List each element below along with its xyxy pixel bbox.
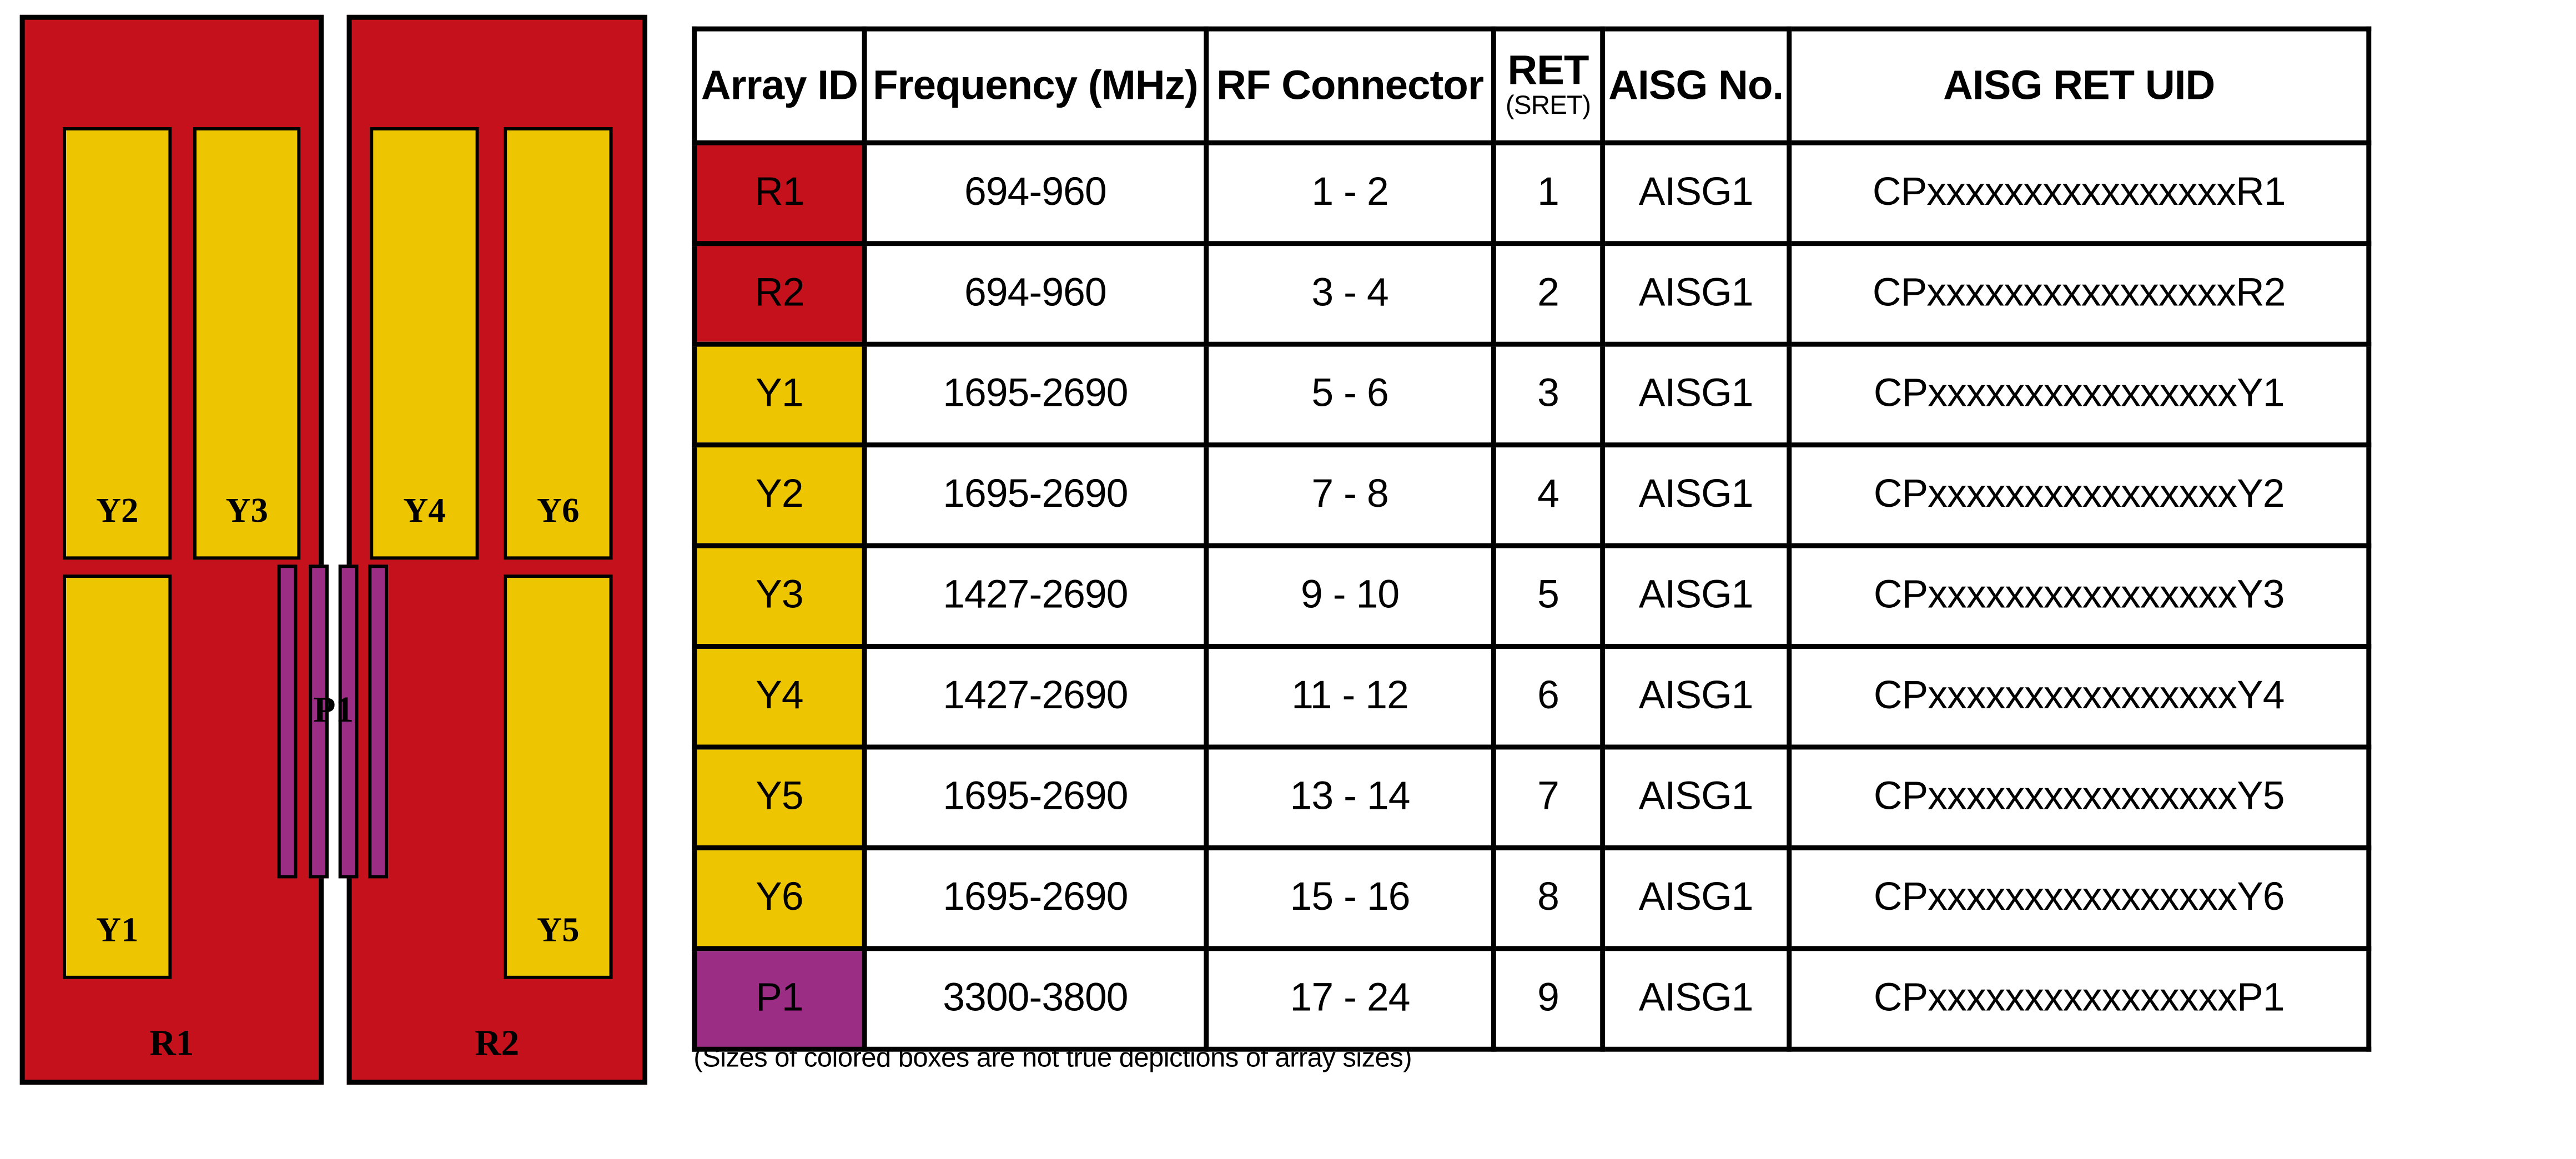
rf-connector-cell: 17 - 24 [1204, 946, 1496, 1052]
ret-cell: 1 [1491, 140, 1606, 246]
frequency-cell: 1427-2690 [862, 644, 1209, 750]
table-header-row: Array ID Frequency (MHz) RF Connector RE… [692, 26, 2372, 145]
aisg-ret-uid-cell: CPxxxxxxxxxxxxxxxxP1 [1787, 946, 2372, 1052]
rf-connector-cell: 11 - 12 [1204, 644, 1496, 750]
table-row: Y4 1427-2690 11 - 12 6 AISG1 CPxxxxxxxxx… [692, 644, 2372, 750]
array-id-cell: Y6 [692, 845, 867, 951]
table-row: Y3 1427-2690 9 - 10 5 AISG1 CPxxxxxxxxxx… [692, 543, 2372, 649]
aisg-no-cell: AISG1 [1600, 543, 1792, 649]
array-box-y6: Y6 [504, 127, 613, 560]
rf-connector-cell: 9 - 10 [1204, 543, 1496, 649]
array-box-y5: Y5 [504, 575, 613, 979]
array-box-y4-label: Y4 [403, 490, 446, 530]
ret-cell: 3 [1491, 341, 1606, 448]
aisg-ret-uid-cell: CPxxxxxxxxxxxxxxxxY4 [1787, 644, 2372, 750]
frequency-cell: 1695-2690 [862, 845, 1209, 951]
aisg-ret-uid-cell: CPxxxxxxxxxxxxxxxxY6 [1787, 845, 2372, 951]
header-cell-ret: RET (SRET) [1491, 26, 1606, 145]
table-row: P1 3300-3800 17 - 24 9 AISG1 CPxxxxxxxxx… [692, 946, 2372, 1052]
frequency-cell: 1695-2690 [862, 744, 1209, 850]
header-cell-aisg-ret-uid: AISG RET UID [1787, 26, 2372, 145]
ret-cell: 4 [1491, 442, 1606, 548]
rf-connector-cell: 13 - 14 [1204, 744, 1496, 850]
ret-cell: 5 [1491, 543, 1606, 649]
array-box-y1: Y1 [63, 575, 172, 979]
panel-r1-label: R1 [149, 1022, 194, 1064]
array-id-cell: Y1 [692, 341, 867, 448]
header-ret-sub: (SRET) [1505, 92, 1591, 121]
aisg-ret-uid-cell: CPxxxxxxxxxxxxxxxxR2 [1787, 241, 2372, 347]
aisg-ret-uid-cell: CPxxxxxxxxxxxxxxxxY2 [1787, 442, 2372, 548]
ret-cell: 8 [1491, 845, 1606, 951]
table-row: Y1 1695-2690 5 - 6 3 AISG1 CPxxxxxxxxxxx… [692, 341, 2372, 448]
header-ret-main: RET [1507, 48, 1589, 94]
p1-array-strip [338, 565, 359, 879]
frequency-cell: 1695-2690 [862, 341, 1209, 448]
p1-array-strip [309, 565, 329, 879]
array-id-cell: Y5 [692, 744, 867, 850]
aisg-no-cell: AISG1 [1600, 241, 1792, 347]
aisg-ret-uid-cell: CPxxxxxxxxxxxxxxxxY3 [1787, 543, 2372, 649]
frequency-cell: 3300-3800 [862, 946, 1209, 1052]
array-id-cell: R2 [692, 241, 867, 347]
ret-cell: 9 [1491, 946, 1606, 1052]
header-cell-frequency: Frequency (MHz) [862, 26, 1209, 145]
frequency-cell: 694-960 [862, 140, 1209, 246]
array-id-cell: Y3 [692, 543, 867, 649]
array-spec-table: Array ID Frequency (MHz) RF Connector RE… [692, 26, 2372, 1052]
rf-connector-cell: 1 - 2 [1204, 140, 1496, 246]
array-box-y4: Y4 [370, 127, 479, 560]
p1-array-strip [277, 565, 298, 879]
aisg-no-cell: AISG1 [1600, 845, 1792, 951]
array-box-y2-label: Y2 [95, 490, 139, 530]
aisg-no-cell: AISG1 [1600, 644, 1792, 750]
aisg-ret-uid-cell: CPxxxxxxxxxxxxxxxxR1 [1787, 140, 2372, 246]
frequency-cell: 1695-2690 [862, 442, 1209, 548]
array-id-cell: R1 [692, 140, 867, 246]
rf-connector-cell: 7 - 8 [1204, 442, 1496, 548]
rf-connector-cell: 3 - 4 [1204, 241, 1496, 347]
table-row: Y2 1695-2690 7 - 8 4 AISG1 CPxxxxxxxxxxx… [692, 442, 2372, 548]
aisg-no-cell: AISG1 [1600, 341, 1792, 448]
array-id-cell: Y4 [692, 644, 867, 750]
array-box-y1-label: Y1 [95, 909, 139, 950]
array-id-cell: Y2 [692, 442, 867, 548]
frequency-cell: 1427-2690 [862, 543, 1209, 649]
array-box-y5-label: Y5 [537, 909, 580, 950]
header-cell-array-id: Array ID [692, 26, 867, 145]
aisg-no-cell: AISG1 [1600, 946, 1792, 1052]
ret-cell: 6 [1491, 644, 1606, 750]
ret-cell: 7 [1491, 744, 1606, 850]
p1-array-label: P1 [313, 688, 354, 730]
table-row: R1 694-960 1 - 2 1 AISG1 CPxxxxxxxxxxxxx… [692, 140, 2372, 246]
aisg-no-cell: AISG1 [1600, 442, 1792, 548]
aisg-no-cell: AISG1 [1600, 140, 1792, 246]
table-row: R2 694-960 3 - 4 2 AISG1 CPxxxxxxxxxxxxx… [692, 241, 2372, 347]
p1-array-strip [368, 565, 388, 879]
panel-r2-label: R2 [475, 1022, 520, 1064]
header-cell-rf-connector: RF Connector [1204, 26, 1496, 145]
array-box-y2: Y2 [63, 127, 172, 560]
rf-connector-cell: 15 - 16 [1204, 845, 1496, 951]
array-id-cell: P1 [692, 946, 867, 1052]
array-box-y3-label: Y3 [225, 490, 268, 530]
table-row: Y5 1695-2690 13 - 14 7 AISG1 CPxxxxxxxxx… [692, 744, 2372, 850]
ret-cell: 2 [1491, 241, 1606, 347]
header-cell-aisg-no: AISG No. [1600, 26, 1792, 145]
aisg-no-cell: AISG1 [1600, 744, 1792, 850]
table-row: Y6 1695-2690 15 - 16 8 AISG1 CPxxxxxxxxx… [692, 845, 2372, 951]
note-text: (Sizes of colored boxes are not true dep… [693, 1043, 1412, 1074]
aisg-ret-uid-cell: CPxxxxxxxxxxxxxxxxY5 [1787, 744, 2372, 850]
array-box-y3: Y3 [193, 127, 301, 560]
array-box-y6-label: Y6 [537, 490, 580, 530]
frequency-cell: 694-960 [862, 241, 1209, 347]
aisg-ret-uid-cell: CPxxxxxxxxxxxxxxxxY1 [1787, 341, 2372, 448]
rf-connector-cell: 5 - 6 [1204, 341, 1496, 448]
